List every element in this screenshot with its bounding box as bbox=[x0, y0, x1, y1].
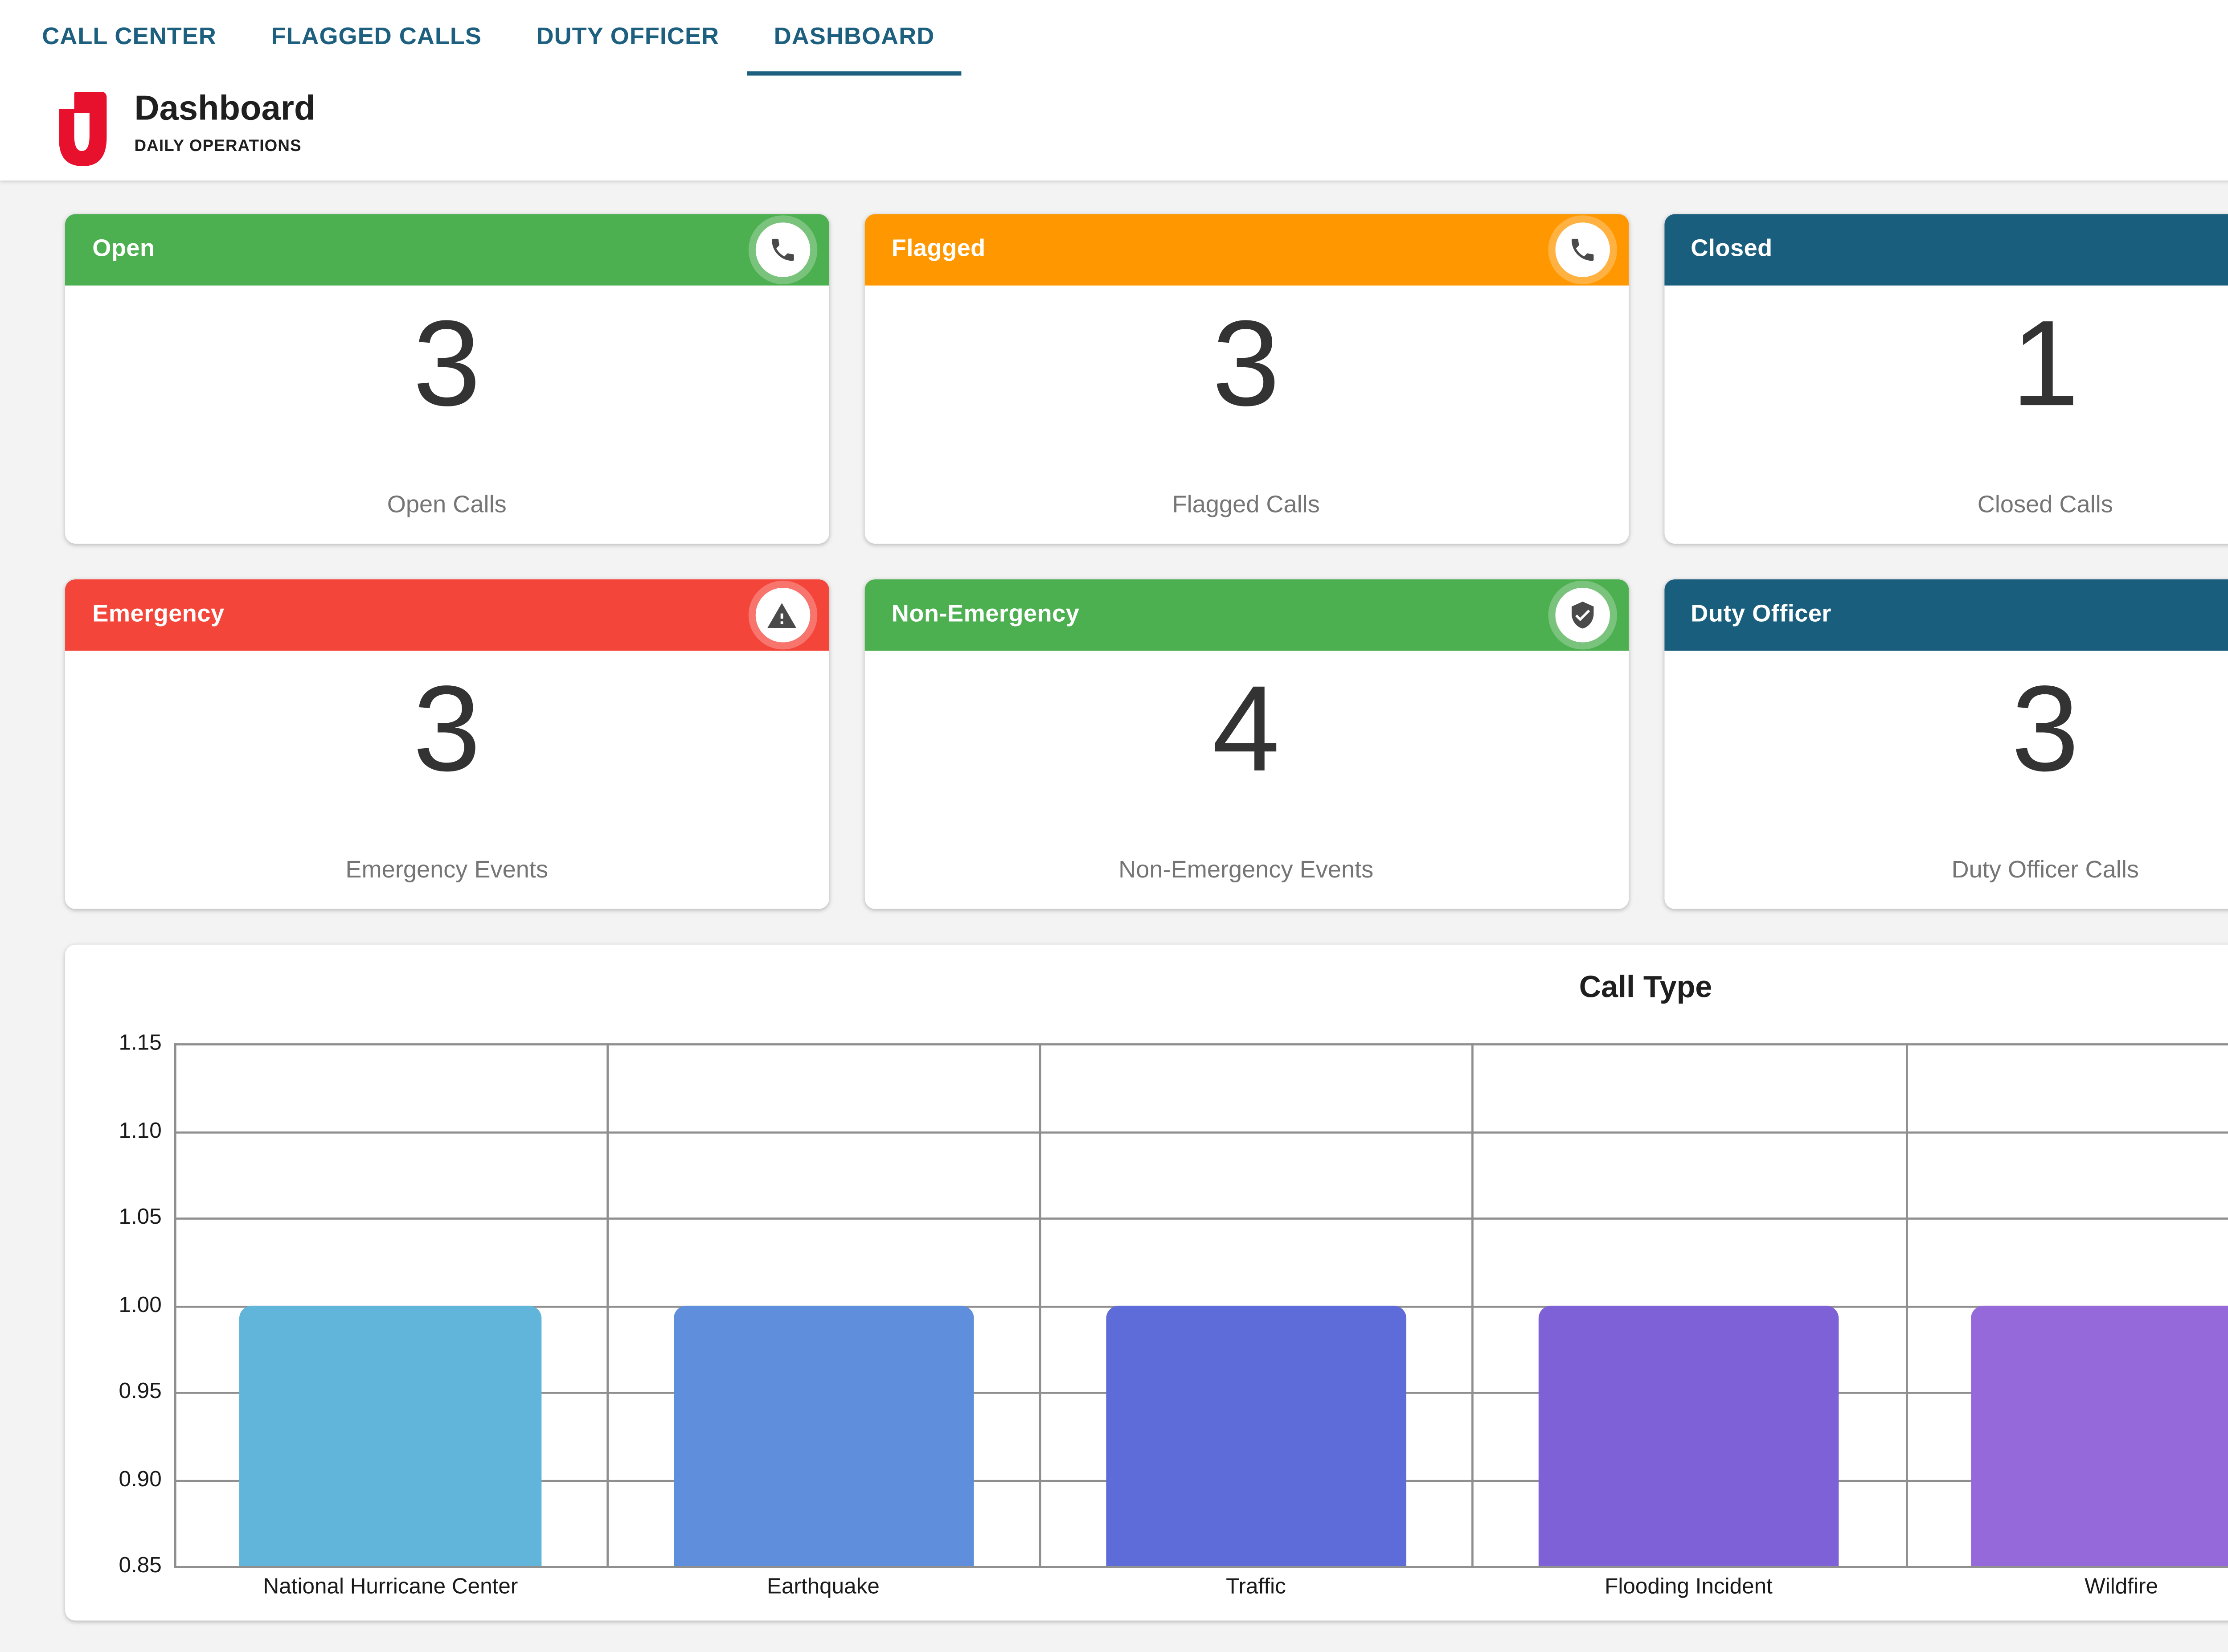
bar-flooding-incident[interactable] bbox=[1538, 1304, 1839, 1566]
shield-check-icon bbox=[1554, 587, 1609, 643]
phone-icon bbox=[755, 222, 810, 277]
card-value: 3 bbox=[1212, 296, 1280, 433]
card-label: Non-Emergency Events bbox=[1118, 858, 1374, 884]
card-body: 1 Closed Calls bbox=[1663, 286, 2228, 544]
y-axis-tick-label: 1.10 bbox=[119, 1118, 162, 1143]
stat-card-non-emergency[interactable]: Non-Emergency 4 Non-Emergency Events bbox=[864, 579, 1628, 909]
card-header: Emergency bbox=[65, 579, 829, 651]
chart-plot: 1.15 1.10 1.05 1.00 0.95 0.90 0.85 National Hur… bbox=[119, 1031, 2228, 1599]
stat-card-closed[interactable]: Closed 1 Closed Calls bbox=[1663, 214, 2228, 544]
y-axis-tick-label: 0.85 bbox=[119, 1553, 162, 1579]
gridline-x bbox=[174, 1043, 176, 1566]
tab-dashboard[interactable]: DASHBOARD bbox=[746, 0, 962, 76]
card-title: Emergency bbox=[92, 602, 225, 628]
y-axis-tick-label: 1.15 bbox=[119, 1030, 162, 1056]
gridline-y bbox=[174, 1043, 2228, 1045]
card-value: 4 bbox=[1212, 661, 1280, 798]
bar-earthquake[interactable] bbox=[673, 1304, 974, 1566]
top-bar: CALL CENTER FLAGGED CALLS DUTY OFFICER DASH… bbox=[0, 0, 2228, 181]
card-value: 3 bbox=[413, 296, 481, 433]
card-body: 3 Emergency Events bbox=[65, 651, 828, 909]
card-body: 3 Open Calls bbox=[65, 286, 828, 544]
card-label: Duty Officer Calls bbox=[1951, 858, 2139, 884]
bar-national-hurricane-center[interactable] bbox=[240, 1304, 541, 1566]
card-title: Flagged bbox=[891, 237, 986, 262]
stat-card-duty-officer[interactable]: Duty Officer 3 Duty Officer Calls bbox=[1663, 579, 2228, 909]
chart-title: Call Type bbox=[1579, 972, 1712, 1006]
card-header: Flagged bbox=[864, 214, 1628, 286]
gridline-y bbox=[174, 1566, 2228, 1568]
content-area: Open 3 Open Calls Flagged 3 Flagged Calls Clos… bbox=[0, 180, 2228, 1652]
card-title: Closed bbox=[1691, 237, 1773, 262]
card-value: 3 bbox=[2011, 661, 2079, 798]
x-axis-category-label: Earthquake bbox=[766, 1574, 880, 1600]
x-axis-category-label: Traffic bbox=[1226, 1574, 1286, 1600]
bar-wildfire[interactable] bbox=[1971, 1304, 2228, 1566]
card-header: Open bbox=[65, 214, 829, 286]
title-block: Dashboard DAILY OPERATIONS bbox=[134, 88, 315, 156]
warning-triangle-icon bbox=[755, 587, 810, 643]
stat-card-open[interactable]: Open 3 Open Calls bbox=[65, 214, 829, 544]
bar-traffic[interactable] bbox=[1106, 1304, 1406, 1566]
stat-card-flagged[interactable]: Flagged 3 Flagged Calls bbox=[864, 214, 1628, 544]
gridline-x bbox=[1905, 1043, 1907, 1566]
tab-flagged-calls[interactable]: FLAGGED CALLS bbox=[271, 25, 482, 51]
phone-icon bbox=[1554, 222, 1609, 277]
x-axis-category-label: Flooding Incident bbox=[1605, 1574, 1773, 1600]
gridline-x bbox=[606, 1043, 609, 1566]
tab-duty-officer[interactable]: DUTY OFFICER bbox=[536, 25, 720, 51]
y-axis-tick-label: 1.05 bbox=[119, 1205, 162, 1230]
page-title: Dashboard bbox=[134, 90, 315, 128]
tab-call-center[interactable]: CALL CENTER bbox=[42, 25, 217, 51]
card-label: Closed Calls bbox=[1977, 493, 2113, 519]
call-type-chart-card: Call Type 1.15 1.10 1.05 1.00 0.95 0.90 0.85 Na… bbox=[65, 944, 2228, 1621]
gridline-x bbox=[1040, 1043, 1041, 1566]
gridline-x bbox=[1472, 1043, 1474, 1566]
tab-bar: CALL CENTER FLAGGED CALLS DUTY OFFICER DASH… bbox=[0, 0, 2228, 76]
card-label: Emergency Events bbox=[345, 858, 549, 884]
card-body: 3 Duty Officer Calls bbox=[1663, 651, 2228, 909]
gridline-y bbox=[174, 1130, 2228, 1132]
x-axis-category-label: Wildfire bbox=[2085, 1574, 2158, 1600]
card-label: Flagged Calls bbox=[1172, 493, 1320, 519]
card-header: Non-Emergency bbox=[864, 579, 1628, 651]
page-subtitle: DAILY OPERATIONS bbox=[134, 136, 302, 156]
card-body: 4 Non-Emergency Events bbox=[864, 651, 1628, 909]
gridline-y bbox=[174, 1217, 2228, 1219]
y-axis-tick-label: 1.00 bbox=[119, 1292, 162, 1317]
card-value: 3 bbox=[413, 661, 481, 798]
card-label: Open Calls bbox=[387, 493, 507, 519]
card-body: 3 Flagged Calls bbox=[864, 286, 1628, 544]
card-header: Duty Officer bbox=[1663, 579, 2228, 651]
y-axis-tick-label: 0.90 bbox=[119, 1466, 162, 1492]
stat-cards-grid: Open 3 Open Calls Flagged 3 Flagged Calls Clos… bbox=[65, 214, 2228, 909]
stat-card-emergency[interactable]: Emergency 3 Emergency Events bbox=[65, 579, 829, 909]
app-header: Dashboard DAILY OPERATIONS FILTER/SEARCH bbox=[0, 76, 2228, 181]
card-title: Duty Officer bbox=[1691, 602, 1832, 628]
juvare-logo bbox=[59, 91, 107, 166]
y-axis-tick-label: 0.95 bbox=[119, 1379, 162, 1405]
card-value: 1 bbox=[2011, 296, 2079, 433]
card-title: Open bbox=[92, 237, 155, 262]
card-header: Closed bbox=[1663, 214, 2228, 286]
x-axis-category-label: National Hurricane Center bbox=[263, 1574, 518, 1600]
card-title: Non-Emergency bbox=[891, 602, 1080, 628]
